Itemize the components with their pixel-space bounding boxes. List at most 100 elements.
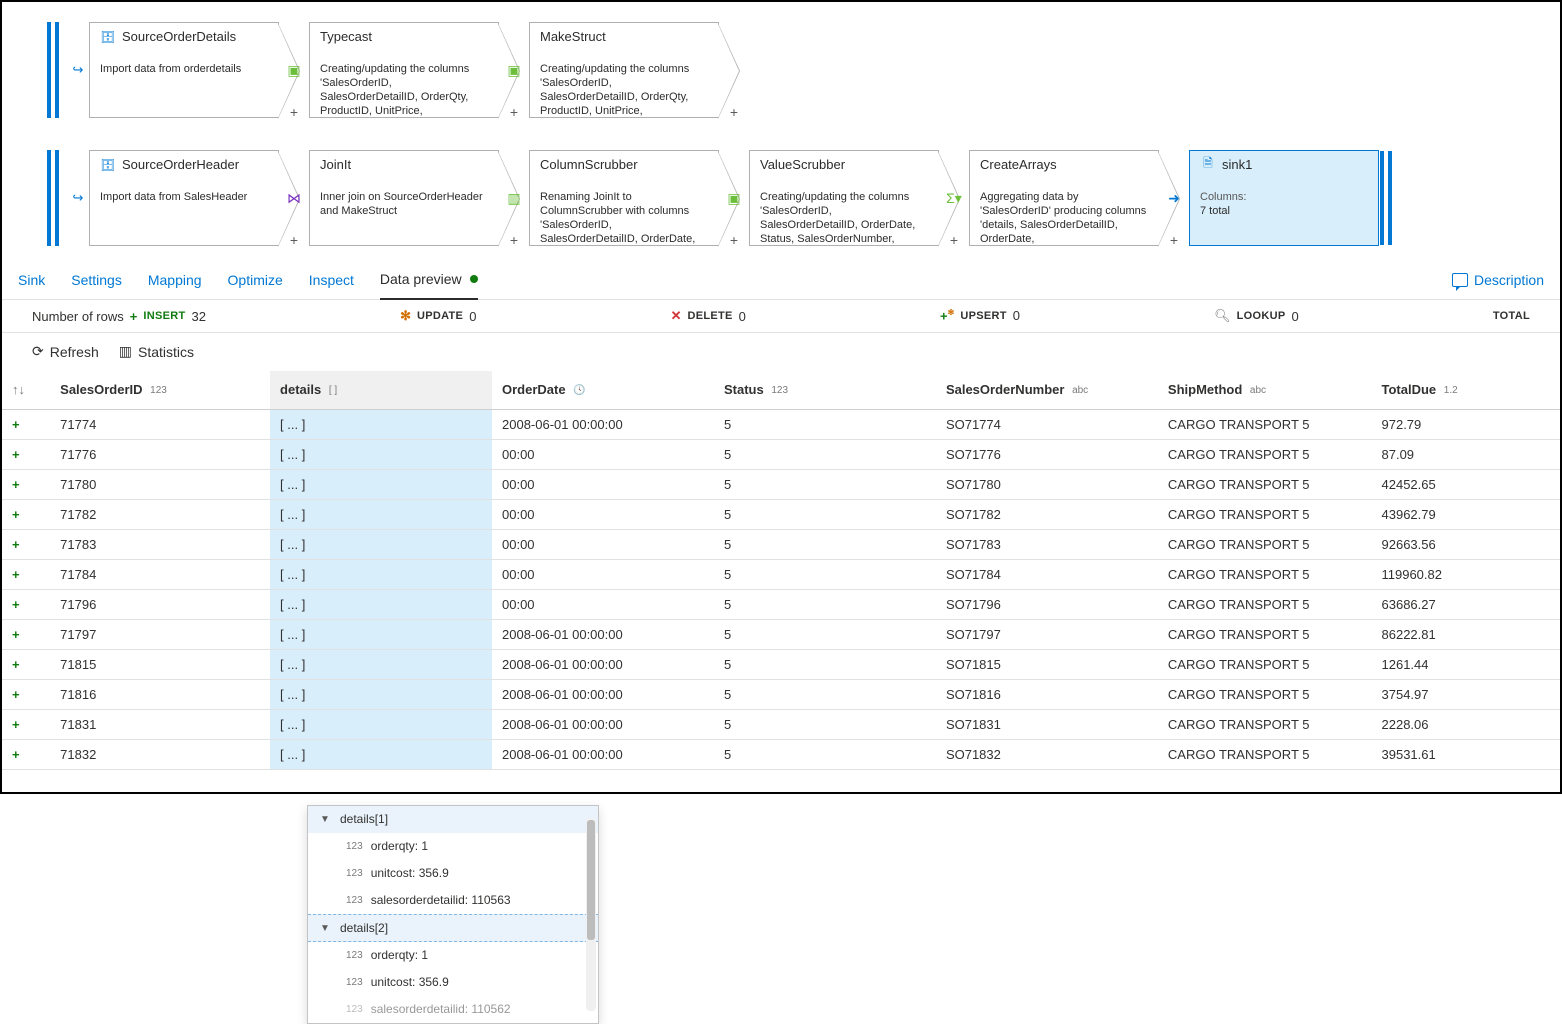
col-details[interactable]: details [ ]	[270, 371, 492, 409]
cell-status: 5	[714, 529, 936, 559]
col-shipmethod[interactable]: ShipMethod abc	[1158, 371, 1372, 409]
tab-label: Data preview	[380, 271, 462, 287]
cell-details[interactable]: [ ... ]	[270, 559, 492, 589]
insert-indicator-icon: +	[2, 679, 50, 709]
col-orderdate[interactable]: OrderDate 🕓	[492, 371, 714, 409]
add-step-icon[interactable]: +	[730, 232, 738, 248]
cell-shipmethod: CARGO TRANSPORT 5	[1158, 409, 1372, 439]
node-columnscrubber[interactable]: ColumnScrubber Renaming JoinIt to Column…	[529, 150, 719, 246]
popup-item: unitcost: 356.9	[371, 866, 449, 880]
popup-scrollbar[interactable]	[586, 818, 596, 1011]
table-row[interactable]: +71815[ ... ]2008-06-01 00:00:005SO71815…	[2, 649, 1560, 679]
cell-details[interactable]: [ ... ]	[270, 499, 492, 529]
add-step-icon[interactable]: +	[730, 104, 738, 120]
cell-salesordernumber: SO71815	[936, 649, 1158, 679]
node-createarrays[interactable]: CreateArrays Aggregating data by 'SalesO…	[969, 150, 1159, 246]
insert-indicator-icon: +	[2, 589, 50, 619]
cell-salesorderid: 71774	[50, 409, 270, 439]
connector[interactable]: ▣ +	[721, 150, 747, 246]
cell-shipmethod: CARGO TRANSPORT 5	[1158, 679, 1372, 709]
type-tag-string-icon: abc	[1072, 385, 1088, 396]
connector[interactable]: +	[721, 22, 747, 118]
cell-totaldue: 92663.56	[1372, 529, 1561, 559]
col-totaldue[interactable]: TotalDue 1.2	[1372, 371, 1561, 409]
expand-icon[interactable]: ▼	[320, 923, 332, 934]
cell-details[interactable]: [ ... ]	[270, 709, 492, 739]
connector[interactable]: ⋈ +	[281, 150, 307, 246]
connector[interactable]: ➜ +	[1161, 150, 1187, 246]
table-row[interactable]: +71774[ ... ]2008-06-01 00:00:005SO71774…	[2, 409, 1560, 439]
insert-indicator-icon: +	[2, 499, 50, 529]
tab-mapping[interactable]: Mapping	[148, 260, 202, 299]
node-valuescrubber[interactable]: ValueScrubber Creating/updating the colu…	[749, 150, 939, 246]
node-sink1[interactable]: 🗎 sink1 Columns: 7 total	[1189, 150, 1379, 246]
insert-indicator-icon: +	[2, 619, 50, 649]
add-step-icon[interactable]: +	[290, 104, 298, 120]
add-step-icon[interactable]: +	[510, 232, 518, 248]
col-salesordernumber[interactable]: SalesOrderNumber abc	[936, 371, 1158, 409]
col-salesorderid[interactable]: SalesOrderID 123	[50, 371, 270, 409]
cell-details[interactable]: [ ... ]	[270, 649, 492, 679]
connector[interactable]: ▣ +	[501, 22, 527, 118]
cell-salesorderid: 71780	[50, 469, 270, 499]
aggregate-icon: Σ▾	[944, 188, 964, 208]
statistics-button[interactable]: ▥ Statistics	[119, 343, 194, 360]
connector[interactable]: ▥ +	[501, 150, 527, 246]
node-sourceorderheader[interactable]: 🗄 SourceOrderHeader Import data from Sal…	[89, 150, 279, 246]
cell-details[interactable]: [ ... ]	[270, 739, 492, 769]
connector[interactable]: Σ▾ +	[941, 150, 967, 246]
table-row[interactable]: +71832[ ... ]2008-06-01 00:00:005SO71832…	[2, 739, 1560, 769]
cell-details[interactable]: [ ... ]	[270, 589, 492, 619]
table-row[interactable]: +71782[ ... ]00:005SO71782CARGO TRANSPOR…	[2, 499, 1560, 529]
description-label: Description	[1474, 272, 1544, 288]
table-row[interactable]: +71780[ ... ]00:005SO71780CARGO TRANSPOR…	[2, 469, 1560, 499]
tab-inspect[interactable]: Inspect	[309, 260, 354, 299]
cell-details[interactable]: [ ... ]	[270, 439, 492, 469]
table-row[interactable]: +71776[ ... ]00:005SO71776CARGO TRANSPOR…	[2, 439, 1560, 469]
add-step-icon[interactable]: +	[510, 104, 518, 120]
table-row[interactable]: +71784[ ... ]00:005SO71784CARGO TRANSPOR…	[2, 559, 1560, 589]
cell-details[interactable]: [ ... ]	[270, 679, 492, 709]
node-sourceorderdetails[interactable]: 🗄 SourceOrderDetails Import data from or…	[89, 22, 279, 118]
tab-settings[interactable]: Settings	[71, 260, 122, 299]
insert-indicator-icon: +	[2, 649, 50, 679]
node-joinit[interactable]: JoinIt Inner join on SourceOrderHeader a…	[309, 150, 499, 246]
tab-data-preview[interactable]: Data preview	[380, 261, 478, 300]
popup-item: unitcost: 356.9	[371, 975, 449, 989]
table-row[interactable]: +71816[ ... ]2008-06-01 00:00:005SO71816…	[2, 679, 1560, 709]
tab-sink[interactable]: Sink	[18, 260, 45, 299]
table-row[interactable]: +71797[ ... ]2008-06-01 00:00:005SO71797…	[2, 619, 1560, 649]
node-makestruct[interactable]: MakeStruct Creating/updating the columns…	[529, 22, 719, 118]
expand-icon[interactable]: ▼	[320, 814, 332, 825]
node-body: Creating/updating the columns 'SalesOrde…	[760, 190, 928, 246]
cell-totaldue: 972.79	[1372, 409, 1561, 439]
cell-shipmethod: CARGO TRANSPORT 5	[1158, 439, 1372, 469]
add-step-icon[interactable]: +	[1170, 232, 1178, 248]
table-row[interactable]: +71796[ ... ]00:005SO71796CARGO TRANSPOR…	[2, 589, 1560, 619]
description-link[interactable]: Description	[1452, 272, 1544, 288]
cell-orderdate: 2008-06-01 00:00:00	[492, 739, 714, 769]
node-typecast[interactable]: Typecast Creating/updating the columns '…	[309, 22, 499, 118]
add-step-icon[interactable]: +	[950, 232, 958, 248]
cell-details[interactable]: [ ... ]	[270, 409, 492, 439]
details-popup[interactable]: ▼ details[1] 123orderqty: 1 123unitcost:…	[307, 805, 599, 1024]
cell-status: 5	[714, 739, 936, 769]
upsert-count: 0	[1013, 308, 1020, 323]
cell-totaldue: 63686.27	[1372, 589, 1561, 619]
table-row[interactable]: +71783[ ... ]00:005SO71783CARGO TRANSPOR…	[2, 529, 1560, 559]
cell-details[interactable]: [ ... ]	[270, 469, 492, 499]
tab-optimize[interactable]: Optimize	[228, 260, 283, 299]
sort-header[interactable]: ↑↓	[2, 371, 50, 409]
source-icon: ↪	[69, 61, 87, 79]
database-icon: 🗄	[100, 158, 116, 171]
cell-salesordernumber: SO71796	[936, 589, 1158, 619]
cell-salesordernumber: SO71774	[936, 409, 1158, 439]
add-step-icon[interactable]: +	[290, 232, 298, 248]
col-status[interactable]: Status 123	[714, 371, 936, 409]
refresh-button[interactable]: ⟳ Refresh	[32, 343, 99, 360]
table-row[interactable]: +71831[ ... ]2008-06-01 00:00:005SO71831…	[2, 709, 1560, 739]
cell-details[interactable]: [ ... ]	[270, 529, 492, 559]
cell-details[interactable]: [ ... ]	[270, 619, 492, 649]
cell-salesorderid: 71782	[50, 499, 270, 529]
connector[interactable]: ▣ +	[281, 22, 307, 118]
